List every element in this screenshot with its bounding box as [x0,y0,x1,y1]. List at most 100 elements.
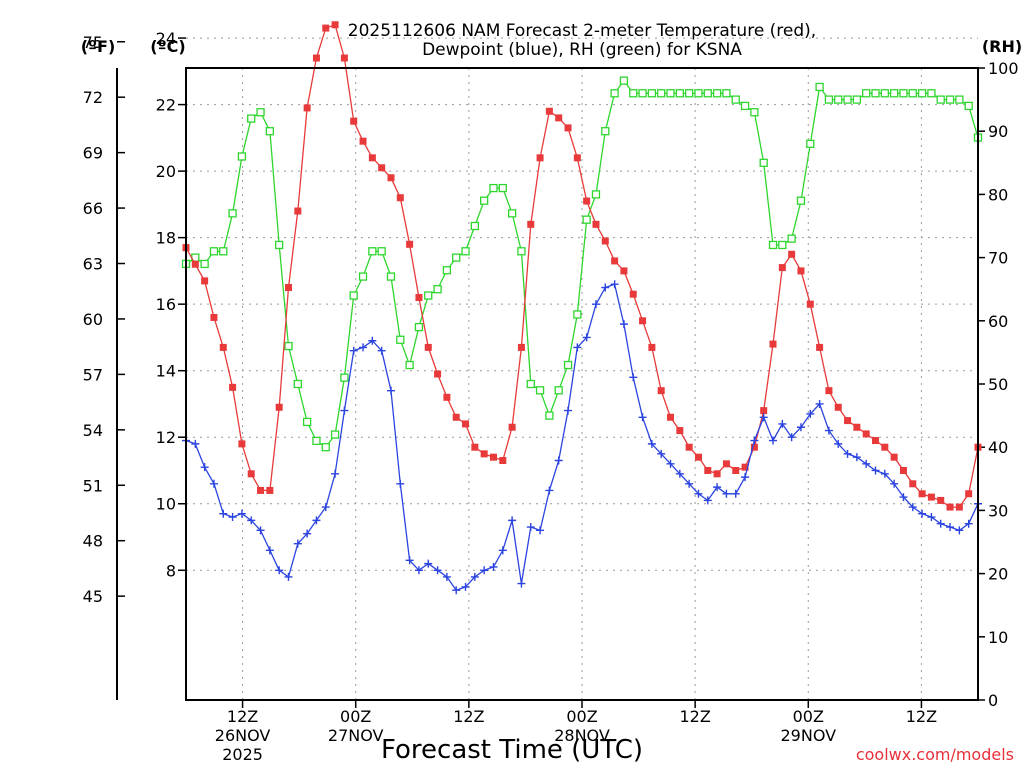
rh-point [666,89,675,98]
dewpoint-point [564,406,573,415]
temperature-point [722,460,730,468]
rh-point [889,89,899,98]
temperature-point [517,343,525,351]
dewpoint-point [703,496,712,505]
temperature-point [508,423,516,431]
temperature-point [424,343,432,351]
fahrenheit-tick-label: 69 [83,144,103,163]
rh-point [302,417,312,427]
dewpoint-point [256,526,265,535]
celsius-tick-label: 14 [156,362,176,381]
rh-point [871,89,880,98]
dewpoint-point [461,582,470,591]
rh-unit-label: (RH) [982,37,1022,56]
rh-point [275,240,284,250]
temperature-point [322,24,330,32]
temperature-point [452,413,460,421]
rh-point [424,291,433,300]
temperature-point [396,194,404,202]
dewpoint-point [331,469,340,478]
rh-point [368,247,377,256]
rh-point [787,234,796,243]
rh-point [517,247,526,256]
temperature-point [694,453,702,461]
rh-point [414,322,424,332]
rh-point [759,158,768,167]
rh-tick-label: 70 [988,249,1008,268]
dewpoint-point [601,283,610,292]
temperature-point [536,154,544,162]
temperature-point [545,107,553,115]
rh-point [675,89,684,98]
temperature-point [275,403,283,411]
rh-point [619,76,629,85]
temperature-point [601,237,609,245]
rh-point [862,89,871,98]
rh-point [647,89,657,98]
temperature-point [918,490,926,498]
dewpoint-point [927,513,936,522]
celsius-tick-label: 12 [156,428,176,447]
temperature-point [219,343,227,351]
temperature-point [592,220,600,228]
temperature-point [201,277,209,285]
rh-point [228,209,237,218]
dewpoint-point [629,373,638,382]
x-tick-label: 26NOV [215,726,271,745]
temperature-point [760,407,768,415]
rh-point [843,95,852,104]
dewpoint-point [349,346,358,355]
rh-point [852,95,862,104]
dewpoint-point [396,479,405,488]
dewpoint-point [228,513,237,522]
rh-point [750,108,759,117]
temperature-point [853,423,861,431]
rh-point [945,95,955,104]
temperature-point [340,54,348,62]
temperature-point [611,257,619,265]
rh-point [657,89,666,98]
temperature-point [573,154,581,162]
rh-point [638,89,647,98]
dewpoint-point [480,566,489,575]
temperature-point [639,317,647,325]
dewpoint-point [498,546,507,555]
series-rh [181,76,983,452]
rh-point [806,139,815,148]
dewpoint-point [237,509,246,518]
temperature-point [685,443,693,451]
temperature-point [266,486,274,494]
temperature-point [434,370,442,378]
dewpoint-point [368,336,377,345]
x-axis-title: Forecast Time (UTC) [381,735,643,765]
rh-point [312,436,321,446]
rh-point [470,221,479,231]
dewpoint-point [871,466,880,475]
dewpoint-point [536,526,545,535]
temperature-point [909,480,917,488]
celsius-tick-label: 22 [156,96,176,115]
fahrenheit-unit-label: (ºF) [81,37,116,56]
dewpoint-point [824,426,833,435]
celsius-tick-label: 20 [156,162,176,181]
dewpoint-point [675,469,684,478]
x-tick-label: 00Z [340,707,371,726]
celsius-tick-label: 10 [156,495,176,514]
temperature-point [191,260,199,268]
dewpoint-point [815,399,824,408]
rh-point [610,89,619,98]
temperature-point [480,450,488,458]
rh-point [834,95,843,104]
rh-point [247,114,256,123]
dewpoint-point [946,523,955,532]
temperature-point [872,437,880,445]
dewpoint-point [452,586,461,595]
x-tick-label: 29NOV [780,726,836,745]
celsius-axis: 24 22 20 18 16 14 12 10 8 [156,29,186,580]
rh-point [200,259,209,269]
rh-point [489,183,498,193]
temperature-point [806,300,814,308]
rh-point [778,240,787,250]
rh-point [563,360,573,370]
